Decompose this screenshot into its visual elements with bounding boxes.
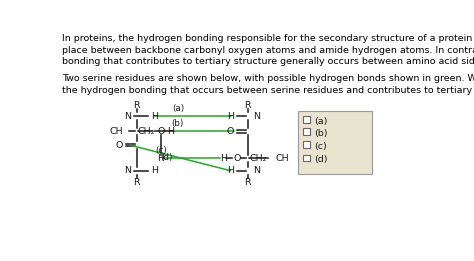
Text: H: H <box>151 166 158 175</box>
Text: N: N <box>124 111 131 121</box>
FancyBboxPatch shape <box>298 111 372 174</box>
Text: CH: CH <box>109 127 123 136</box>
Text: O: O <box>157 127 164 136</box>
Text: R: R <box>244 178 251 187</box>
Text: H: H <box>227 111 234 121</box>
Bar <box>303 155 310 162</box>
Text: (d): (d) <box>314 155 328 164</box>
Text: Two serine residues are shown below, with possible hydrogen bonds shown in green: Two serine residues are shown below, wit… <box>63 74 474 95</box>
Text: H: H <box>167 127 174 136</box>
Text: H: H <box>151 111 158 121</box>
Bar <box>303 141 310 148</box>
Text: CH: CH <box>275 154 289 163</box>
Text: O: O <box>116 141 123 150</box>
Bar <box>303 116 310 123</box>
Text: (b): (b) <box>314 129 328 138</box>
Text: (a): (a) <box>314 116 328 126</box>
Text: (c): (c) <box>155 146 167 155</box>
Text: (c): (c) <box>314 142 327 151</box>
Text: H: H <box>220 154 227 163</box>
Text: (a): (a) <box>172 104 184 113</box>
Text: R: R <box>134 178 140 187</box>
Text: In proteins, the hydrogen bonding responsible for the secondary structure of a p: In proteins, the hydrogen bonding respon… <box>63 34 474 66</box>
Text: O: O <box>226 127 234 136</box>
Text: H: H <box>157 154 164 163</box>
Text: CH₂: CH₂ <box>137 127 155 136</box>
Text: N: N <box>253 166 260 175</box>
Text: (b): (b) <box>171 119 183 128</box>
Text: R: R <box>134 101 140 110</box>
Text: N: N <box>253 111 260 121</box>
Text: (d): (d) <box>160 153 173 162</box>
Text: H: H <box>227 166 234 175</box>
Bar <box>303 128 310 135</box>
Text: CH₂: CH₂ <box>250 154 267 163</box>
Text: R: R <box>244 101 251 110</box>
Text: O: O <box>233 154 240 163</box>
Text: N: N <box>124 166 131 175</box>
